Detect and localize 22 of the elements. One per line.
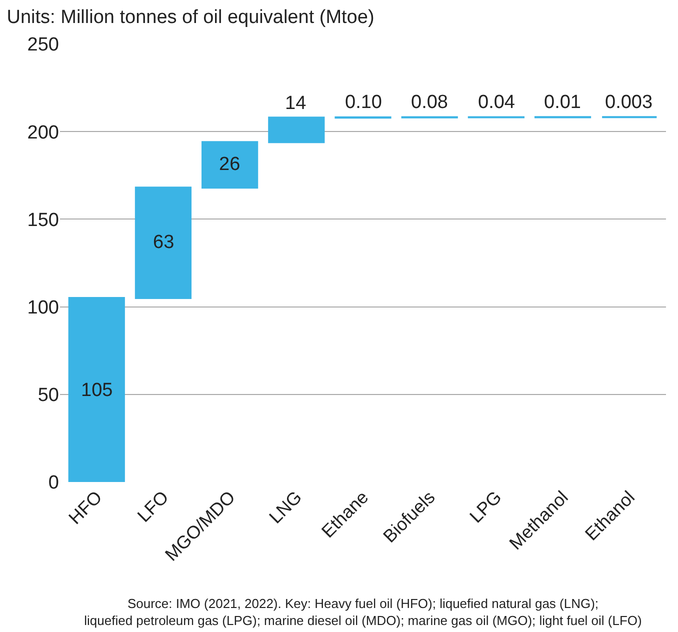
data-label: 0.003 [605,92,653,113]
bar [68,297,125,482]
data-label: 0.08 [411,92,448,113]
y-tick-label: 0 [48,472,59,494]
data-label: 0.01 [544,92,581,113]
y-tick-label: 100 [27,297,59,318]
bar [202,141,258,189]
y-tick-label: 150 [27,210,59,231]
data-label: 26 [219,154,240,175]
data-label: 0.10 [345,92,382,113]
data-label: 0.04 [478,92,516,113]
y-tick-label: 50 [38,385,59,406]
x-tick-label: LFO [134,487,172,526]
data-label: 14 [285,93,307,114]
bar [268,116,325,144]
y-tick-label: 200 [27,122,59,144]
data-label: 105 [81,380,113,401]
y-tick-label: 250 [27,34,59,56]
bar [134,186,192,300]
chart-title: Units: Million tonnes of oil equivalent (Mtoe) [6,6,374,28]
source-note: Source: IMO (2021, 2022). Key: Heavy fuel oil (HFO); liquefied natural gas (LNG); liquefied petroleum gas (LPG); marine diesel oil (MDO); marine gas oil (MGO); light fuel oil (LFO) [84,596,642,628]
data-label: 63 [153,232,174,253]
